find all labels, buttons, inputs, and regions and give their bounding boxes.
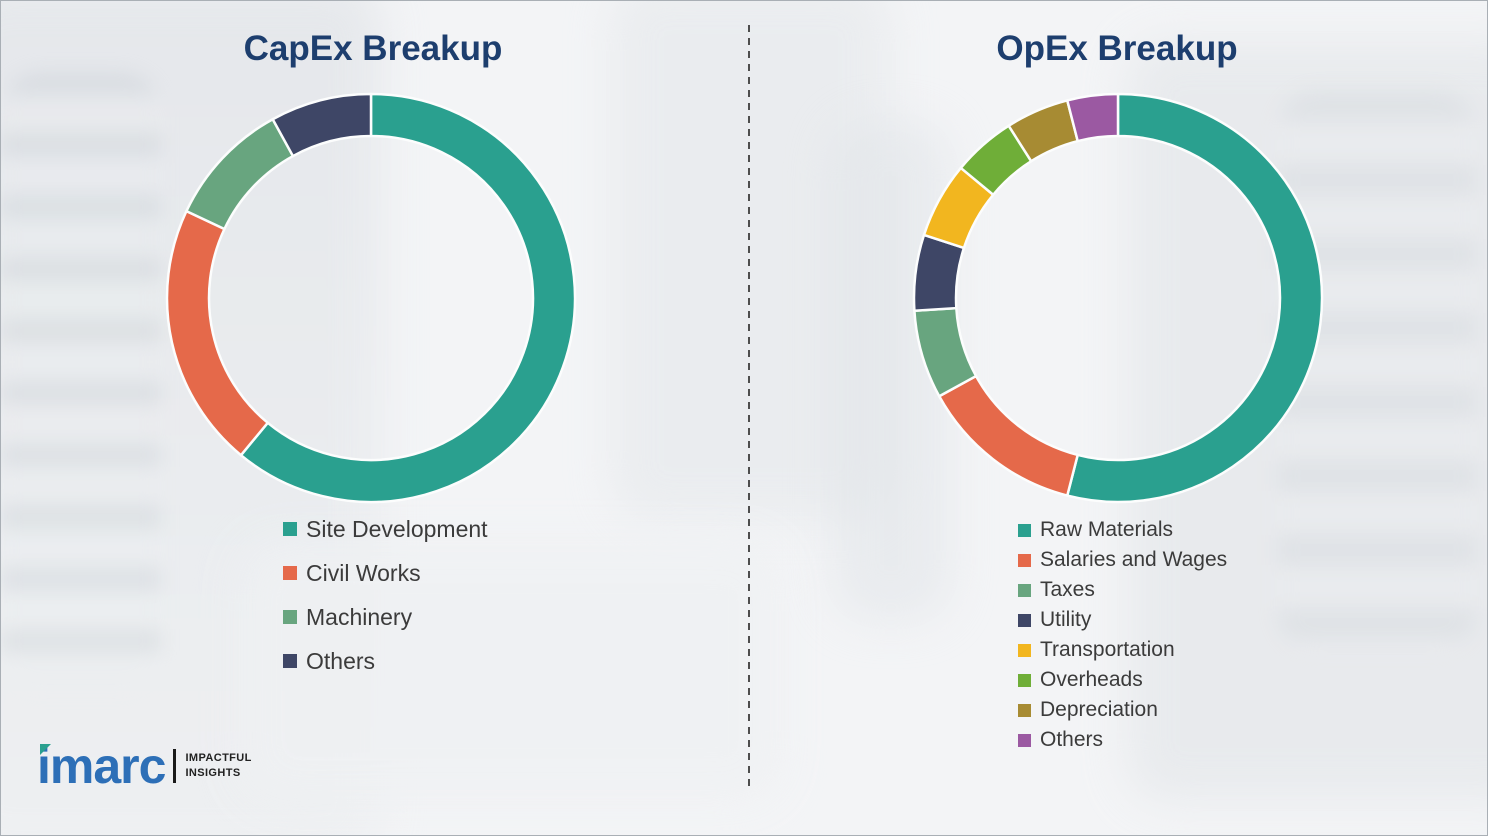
legend-label: Site Development	[306, 515, 488, 542]
legend-swatch	[1018, 703, 1031, 717]
legend-swatch	[283, 610, 297, 624]
background-blob	[241, 541, 781, 801]
legend-swatch	[283, 654, 297, 668]
logo-mark: imarc	[37, 738, 166, 794]
legend-swatch	[1018, 553, 1031, 567]
legend-swatch	[1018, 523, 1031, 537]
legend-item: Machinery	[283, 603, 488, 630]
legend-item: Salaries and Wages	[1018, 548, 1228, 571]
legend-label: Salaries and Wages	[1040, 548, 1228, 571]
legend-label: Others	[306, 647, 376, 674]
legend-label: Machinery	[306, 603, 413, 630]
legend-label: Taxes	[1040, 578, 1095, 601]
donut-segment-site-development	[239, 92, 577, 504]
legend-item: Overheads	[1018, 668, 1227, 691]
donut-segment-machinery	[185, 117, 295, 231]
legend-swatch	[1018, 613, 1031, 627]
legend-label: Overheads	[1040, 668, 1143, 691]
legend-item: Site Development	[283, 515, 488, 542]
legend-item: Transportation	[1018, 638, 1227, 661]
capex-legend: Site Development Civil Works Machinery Othe…	[283, 515, 488, 693]
legend-item: Utility	[1018, 608, 1227, 631]
logo-text: imarc	[37, 738, 166, 794]
capex-donut-chart	[165, 92, 577, 504]
capex-chart-title: CapEx Breakup	[243, 29, 503, 68]
background-blob	[1127, 41, 1487, 801]
logo-tagline: IMPACTFUL INSIGHTS	[185, 751, 251, 782]
tagline-line2: INSIGHTS	[185, 767, 241, 779]
legend-label: Transportation	[1040, 638, 1175, 661]
logo-accent-dot	[40, 744, 51, 755]
opex-donut-chart	[912, 92, 1324, 504]
legend-item: Others	[1018, 728, 1227, 751]
legend-swatch	[1018, 583, 1031, 597]
legend-swatch	[1018, 673, 1031, 687]
legend-swatch	[1018, 643, 1031, 657]
legend-label: Depreciation	[1040, 698, 1158, 721]
donut-segment-civil-works	[165, 209, 269, 457]
legend-label: Utility	[1040, 608, 1092, 631]
legend-swatch	[283, 566, 297, 580]
legend-item: Raw Materials	[1018, 518, 1227, 541]
legend-swatch	[1018, 733, 1031, 747]
opex-chart-title: OpEx Breakup	[996, 29, 1238, 68]
donut-segment-raw-materials	[1066, 92, 1324, 504]
logo-divider	[173, 749, 177, 783]
legend-swatch	[283, 522, 297, 536]
vertical-dashed-divider	[748, 25, 750, 791]
imarc-logo: imarc IMPACTFUL INSIGHTS	[37, 741, 252, 791]
legend-label: Civil Works	[306, 559, 421, 586]
tagline-line1: IMPACTFUL	[185, 751, 252, 764]
background-blob	[1, 71, 161, 691]
background-blob	[1277, 91, 1477, 651]
legend-item: Depreciation	[1018, 698, 1227, 721]
opex-legend: Raw Materials Salaries and Wages Taxes Util…	[1018, 518, 1228, 759]
donut-segment-salaries-and-wages	[937, 374, 1079, 497]
legend-label: Others	[1040, 728, 1104, 751]
donut-segment-others	[271, 92, 373, 158]
legend-label: Raw Materials	[1040, 518, 1174, 541]
legend-item: Taxes	[1018, 578, 1227, 601]
donut-segment-others	[1066, 92, 1120, 143]
legend-item: Others	[283, 647, 488, 674]
legend-item: Civil Works	[283, 559, 488, 586]
